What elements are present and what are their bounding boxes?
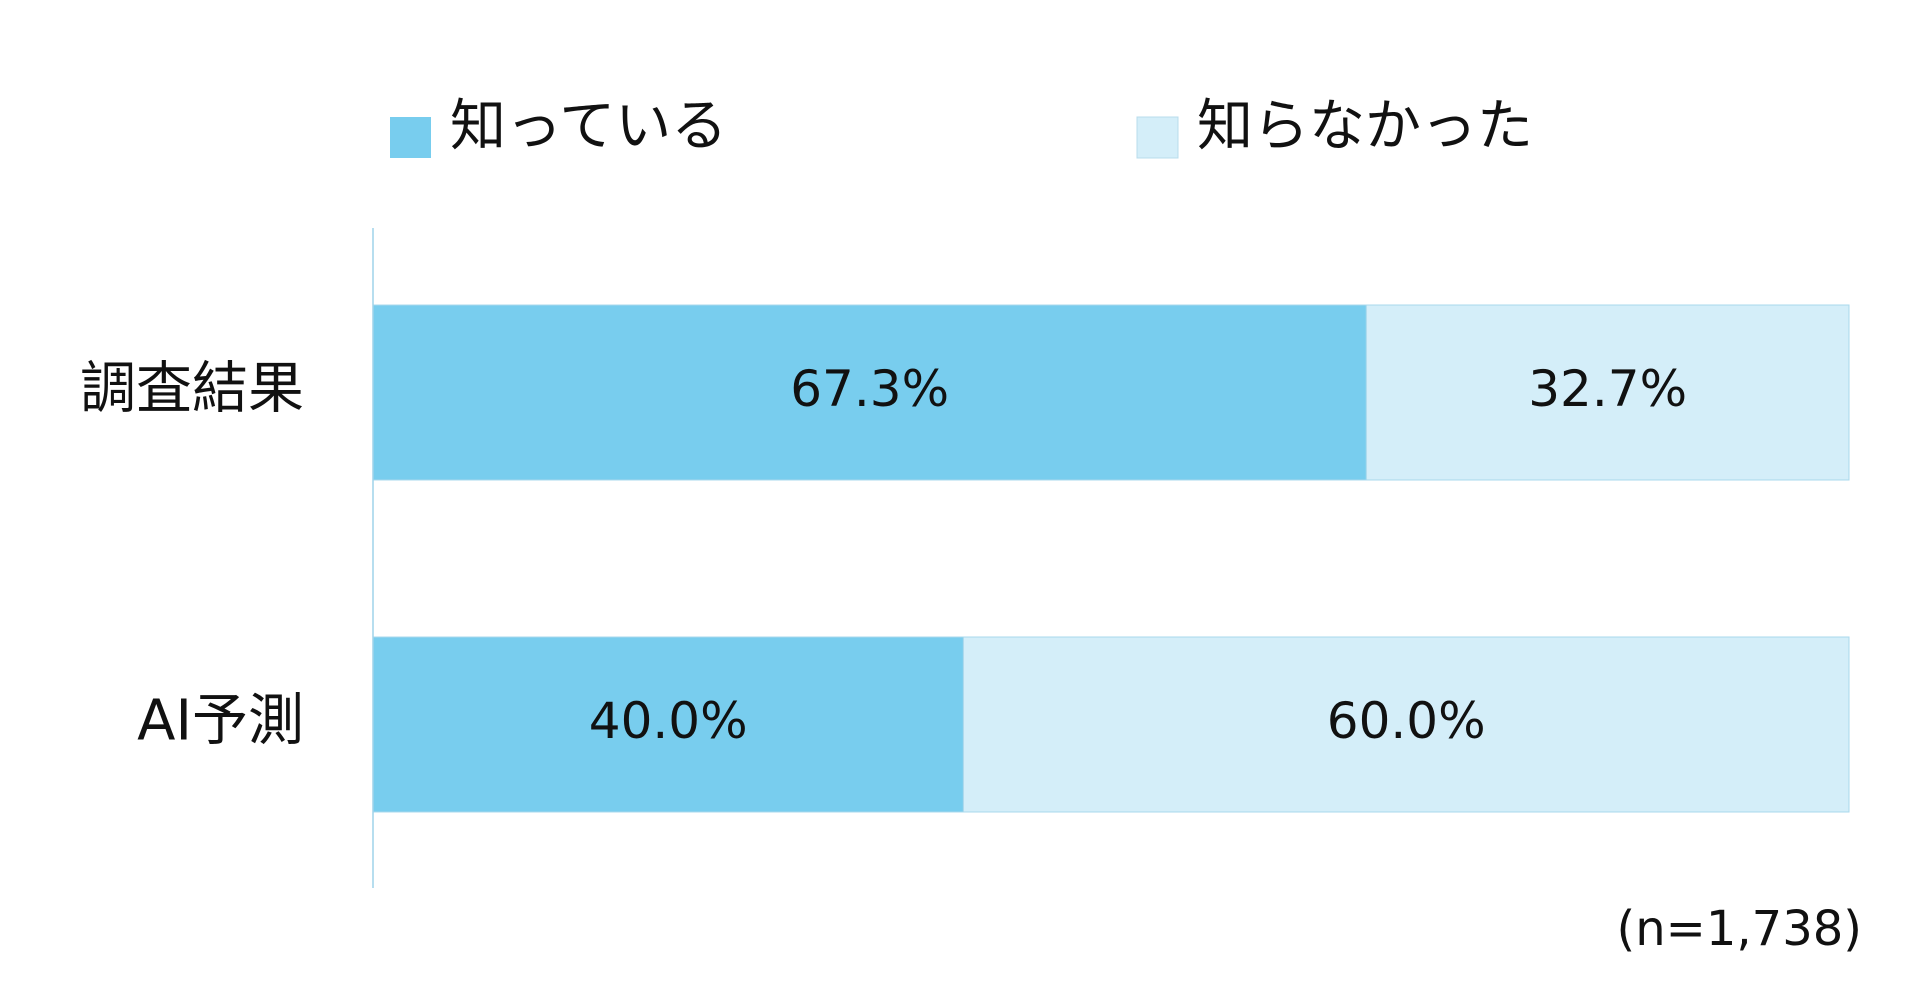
sample-size-note: (n=1,738): [1616, 901, 1862, 957]
value-label: 67.3%: [790, 360, 949, 418]
bar-segment: [962, 636, 1850, 813]
value-label: 32.7%: [1528, 360, 1687, 418]
legend-label: 知っている: [450, 94, 727, 159]
category-label: AI予測: [137, 689, 304, 754]
bar-segment: [372, 304, 1367, 481]
category-label: 調査結果: [80, 357, 304, 422]
legend-label: 知らなかった: [1197, 94, 1533, 159]
bar-segment: [372, 636, 964, 813]
value-label: 60.0%: [1327, 692, 1486, 750]
legend-swatch: [390, 117, 431, 158]
bar-segment: [1365, 304, 1850, 481]
value-label: 40.0%: [589, 692, 748, 750]
legend-swatch: [1136, 116, 1179, 159]
